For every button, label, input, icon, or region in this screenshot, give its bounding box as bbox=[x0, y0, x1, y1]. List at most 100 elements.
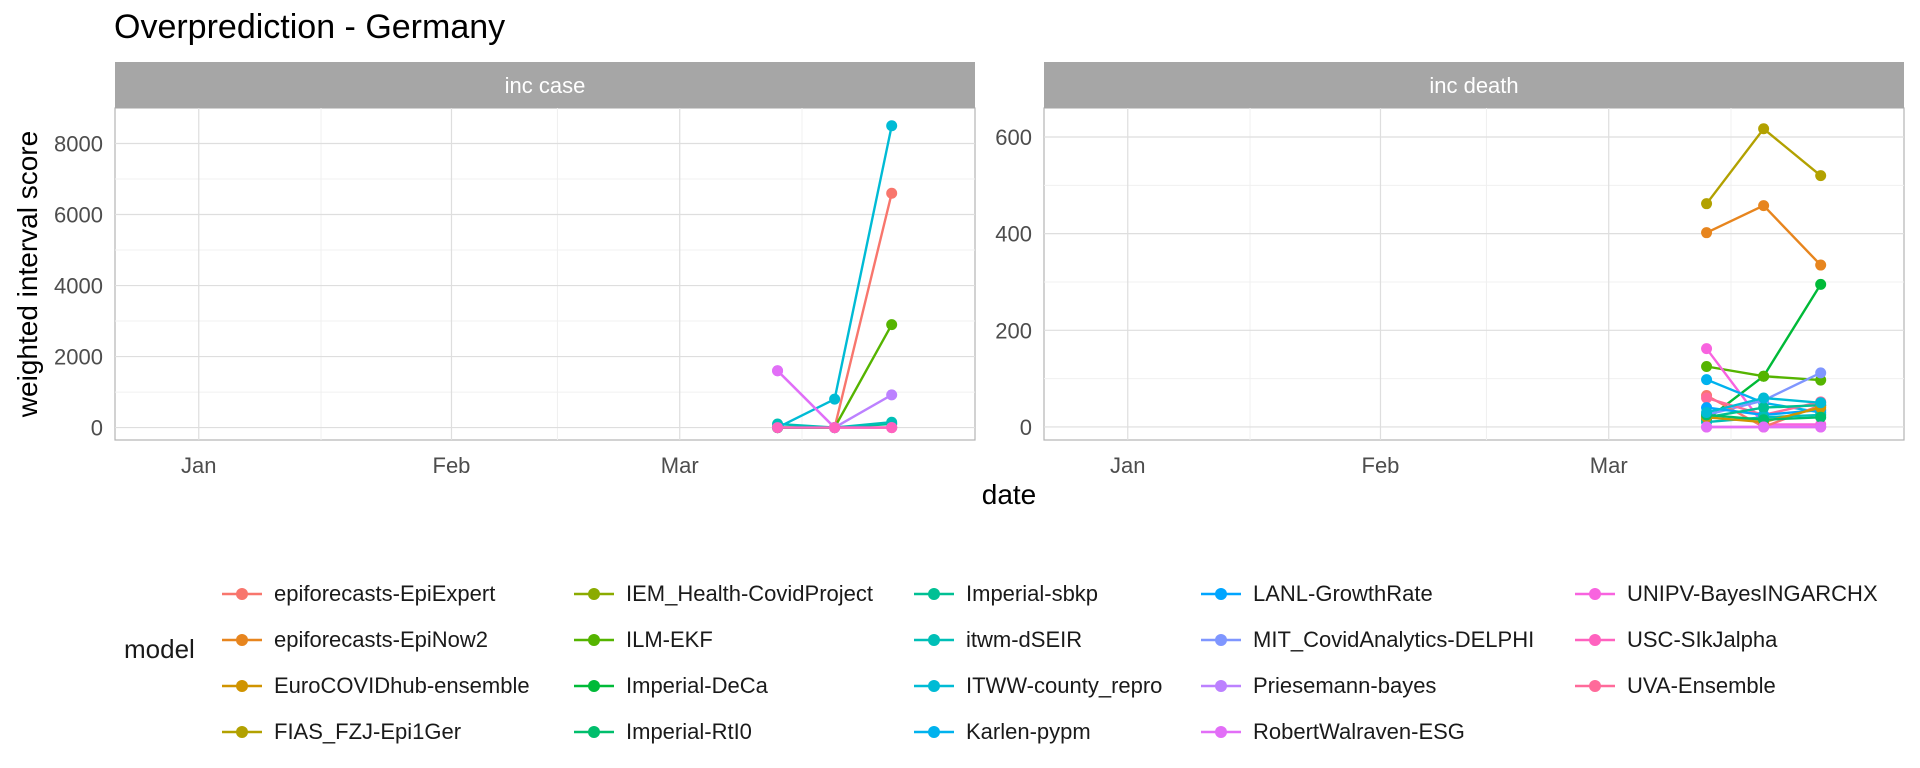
legend-key bbox=[574, 588, 614, 600]
data-point bbox=[1701, 227, 1713, 239]
legend-label: epiforecasts-EpiExpert bbox=[274, 581, 496, 606]
legend-item: UVA-Ensemble bbox=[1573, 666, 1776, 706]
data-point bbox=[1815, 367, 1827, 379]
legend-key bbox=[574, 680, 614, 692]
y-axis-label: weighted interval score bbox=[12, 131, 43, 418]
legend-label: LANL-GrowthRate bbox=[1253, 581, 1433, 606]
series-marks bbox=[1701, 123, 1827, 433]
data-point bbox=[1758, 421, 1770, 433]
data-point bbox=[886, 187, 898, 199]
legend-key bbox=[1201, 588, 1241, 600]
y-tick-labels: 0 200 400 600 bbox=[995, 125, 1032, 440]
legend-item: LANL-GrowthRate bbox=[1199, 574, 1433, 614]
legend-key bbox=[914, 588, 954, 600]
x-tick-label: Mar bbox=[1590, 453, 1628, 478]
y-tick-label: 400 bbox=[995, 222, 1032, 247]
y-tick-label: 600 bbox=[995, 125, 1032, 150]
legend-item: EuroCOVIDhub-ensemble bbox=[220, 666, 530, 706]
legend-item: Imperial-DeCa bbox=[572, 666, 768, 706]
legend-item: Imperial-sbkp bbox=[912, 574, 1098, 614]
legend-item: IEM_Health-CovidProject bbox=[572, 574, 873, 614]
x-tick-label: Feb bbox=[1362, 453, 1400, 478]
data-point bbox=[1701, 361, 1713, 373]
legend-label: RobertWalraven-ESG bbox=[1253, 719, 1465, 744]
data-point bbox=[772, 422, 784, 434]
data-point bbox=[886, 120, 898, 132]
strip-background bbox=[115, 62, 975, 108]
y-tick-label: 0 bbox=[91, 416, 103, 441]
data-point bbox=[1701, 343, 1713, 355]
legend-label: epiforecasts-EpiNow2 bbox=[274, 627, 488, 652]
data-point bbox=[1701, 198, 1713, 210]
gridlines bbox=[115, 108, 975, 440]
data-point bbox=[1815, 397, 1827, 409]
legend-key bbox=[1201, 680, 1241, 692]
data-point bbox=[1815, 421, 1827, 433]
y-tick-label: 0 bbox=[1020, 415, 1032, 440]
legend-label: EuroCOVIDhub-ensemble bbox=[274, 673, 530, 698]
data-point bbox=[829, 393, 841, 405]
legend-label: Imperial-sbkp bbox=[966, 581, 1099, 606]
legend-key bbox=[1201, 634, 1241, 646]
data-point bbox=[1758, 392, 1770, 404]
legend-label: FIAS_FZJ-Epi1Ger bbox=[274, 719, 462, 744]
legend-label: itwm-dSEIR bbox=[966, 627, 1083, 652]
legend-label: Karlen-pypm bbox=[966, 719, 1091, 744]
legend-label: UVA-Ensemble bbox=[1627, 673, 1776, 698]
data-point bbox=[1815, 259, 1827, 271]
x-tick-labels: Jan Feb Mar bbox=[1110, 453, 1628, 478]
data-point bbox=[1701, 421, 1713, 433]
legend-key bbox=[574, 726, 614, 738]
data-point bbox=[1815, 170, 1827, 182]
legend-key bbox=[1201, 726, 1241, 738]
legend-key bbox=[574, 634, 614, 646]
y-tick-label: 4000 bbox=[54, 274, 103, 299]
legend-item: FIAS_FZJ-Epi1Ger bbox=[220, 712, 461, 752]
data-point bbox=[886, 389, 898, 401]
legend-key bbox=[914, 680, 954, 692]
x-tick-labels: Jan Feb Mar bbox=[181, 453, 699, 478]
legend-item: RobertWalraven-ESG bbox=[1199, 712, 1465, 752]
data-point bbox=[1815, 278, 1827, 290]
y-tick-label: 8000 bbox=[54, 132, 103, 157]
legend-label: UNIPV-BayesINGARCHX bbox=[1627, 581, 1878, 606]
legend-label: Imperial-RtI0 bbox=[626, 719, 752, 744]
legend-label: USC-SIkJalpha bbox=[1627, 627, 1778, 652]
data-point bbox=[829, 422, 841, 434]
data-point bbox=[1758, 123, 1770, 135]
legend-item: Priesemann-bayes bbox=[1199, 666, 1436, 706]
data-point bbox=[1701, 374, 1713, 386]
legend-key bbox=[222, 680, 262, 692]
data-point bbox=[772, 365, 784, 377]
legend-key bbox=[914, 726, 954, 738]
legend-key bbox=[1575, 588, 1615, 600]
legend-label: ILM-EKF bbox=[626, 627, 713, 652]
data-point bbox=[1701, 392, 1713, 404]
legend-item: itwm-dSEIR bbox=[912, 620, 1082, 660]
legend-label: Imperial-DeCa bbox=[626, 673, 768, 698]
panel-inc-death: inc death 0 200 400 600 Jan Feb Mar bbox=[995, 62, 1905, 478]
legend-label: MIT_CovidAnalytics-DELPHI bbox=[1253, 627, 1535, 652]
legend-key bbox=[222, 588, 262, 600]
data-point bbox=[1815, 411, 1827, 423]
legend-title: model bbox=[124, 634, 195, 664]
y-tick-label: 200 bbox=[995, 318, 1032, 343]
legend: model epiforecasts-EpiExpert epiforecasts… bbox=[0, 556, 1920, 756]
x-axis-label: date bbox=[982, 479, 1037, 510]
panel-background bbox=[114, 107, 976, 441]
y-tick-label: 6000 bbox=[54, 203, 103, 228]
legend-key bbox=[222, 726, 262, 738]
legend-label: Priesemann-bayes bbox=[1253, 673, 1437, 698]
data-point bbox=[1758, 200, 1770, 212]
data-point bbox=[1758, 370, 1770, 382]
panel-inc-case: inc case 0 2000 4000 6000 8000 Jan Feb Mar bbox=[54, 62, 976, 478]
legend-key bbox=[1575, 634, 1615, 646]
data-point bbox=[1701, 406, 1713, 418]
gridlines bbox=[1044, 108, 1904, 440]
legend-item: ILM-EKF bbox=[572, 620, 713, 660]
x-tick-label: Feb bbox=[433, 453, 471, 478]
legend-label: ITWW-county_repro bbox=[966, 673, 1163, 698]
legend-item: epiforecasts-EpiNow2 bbox=[220, 620, 488, 660]
figure: Overprediction - Germany inc case 020004… bbox=[12, 8, 1905, 510]
legend-item: USC-SIkJalpha bbox=[1573, 620, 1777, 660]
